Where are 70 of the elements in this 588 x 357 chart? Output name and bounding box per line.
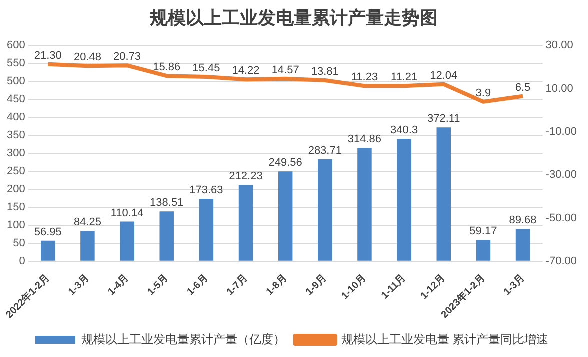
y-tick-label: 350 — [6, 130, 26, 142]
y-tick-label: 500 — [6, 76, 26, 88]
data-label: 15.45 — [192, 62, 220, 75]
data-label: 138.51 — [150, 197, 184, 210]
bar — [80, 231, 95, 261]
x-tick-label: 1-8月 — [264, 272, 290, 298]
bar — [160, 212, 174, 261]
bar — [199, 198, 214, 261]
y-tick-label: 550 — [6, 58, 26, 70]
y-tick-label: 200 — [6, 184, 26, 196]
y2-tick-label: 10.00 — [546, 82, 574, 95]
data-label: 314.86 — [348, 134, 382, 146]
data-label: 21.30 — [34, 50, 62, 62]
data-label: 59.17 — [470, 226, 498, 238]
data-label: 283.71 — [308, 144, 342, 157]
bar — [397, 139, 412, 261]
y-tick-label: 400 — [6, 112, 26, 124]
bar — [120, 222, 134, 261]
y2-tick-label: -30.00 — [546, 169, 578, 182]
data-label: 12.04 — [430, 70, 458, 82]
y-tick-label: 250 — [6, 166, 26, 178]
x-tick-label: 1-3月 — [502, 272, 528, 298]
data-label: 15.86 — [153, 62, 181, 74]
y2-tick-label: 30.00 — [546, 40, 574, 52]
y-tick-label: 100 — [6, 219, 26, 232]
bar — [278, 172, 293, 261]
data-label: 249.56 — [268, 157, 302, 170]
data-label: 173.63 — [190, 184, 224, 196]
data-label: 89.68 — [509, 214, 537, 227]
bar — [318, 159, 332, 261]
y-tick-label: 0 — [19, 255, 26, 268]
bar — [41, 240, 56, 261]
y2-tick-label: -50.00 — [546, 212, 578, 224]
x-tick-label: 1-11月 — [380, 272, 408, 302]
y2-tick-label: -10.00 — [546, 126, 578, 138]
data-label: 340.3 — [390, 124, 418, 137]
data-label: 6.5 — [515, 82, 531, 94]
data-label: 14.57 — [272, 64, 300, 76]
x-tick-label: 1-3月 — [66, 272, 92, 298]
bar — [358, 148, 372, 261]
legend-label: 规模以上工业发电量累计产量（亿度） — [81, 332, 286, 346]
data-label: 11.21 — [390, 72, 418, 84]
y-tick-label: 50 — [13, 237, 26, 250]
data-label: 11.23 — [351, 72, 378, 84]
x-tick-label: 1-4月 — [106, 272, 132, 298]
y2-tick-label: -70.00 — [546, 255, 578, 268]
data-label: 372.11 — [427, 113, 460, 126]
data-label: 20.73 — [114, 51, 142, 64]
bar — [238, 185, 254, 261]
data-label: 56.95 — [34, 226, 62, 238]
data-label: 110.14 — [110, 207, 144, 220]
data-label: 212.23 — [229, 170, 263, 183]
x-tick-label: 1-9月 — [304, 272, 330, 298]
bar — [516, 229, 530, 261]
data-label: 13.81 — [311, 66, 339, 78]
data-label: 84.25 — [74, 216, 102, 229]
legend-label: 规模以上工业发电量 累计产量同比增速 — [341, 332, 549, 346]
data-label: 14.22 — [232, 65, 260, 78]
bar — [476, 240, 491, 261]
y-tick-label: 600 — [6, 40, 26, 52]
chart-title: 规模以上工业发电量累计产量走势图 — [148, 7, 439, 30]
data-label: 3.9 — [476, 87, 492, 100]
y-tick-label: 150 — [6, 202, 26, 214]
x-tick-label: 1-6月 — [185, 272, 210, 298]
x-tick-label: 1-5月 — [146, 272, 171, 298]
data-label: 20.48 — [74, 52, 102, 64]
y-tick-label: 450 — [6, 94, 26, 106]
x-tick-label: 1-7月 — [225, 272, 250, 298]
bar — [436, 128, 451, 261]
y-tick-label: 300 — [6, 148, 26, 160]
